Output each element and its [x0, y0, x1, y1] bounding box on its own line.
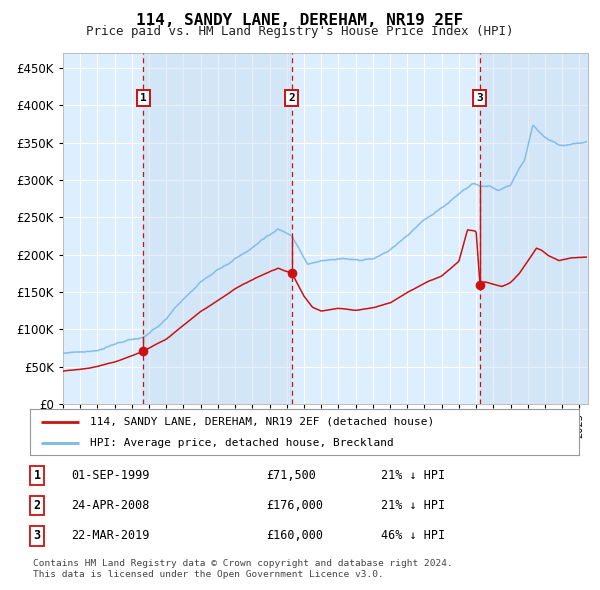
Text: 21% ↓ HPI: 21% ↓ HPI: [382, 469, 445, 482]
Text: Price paid vs. HM Land Registry's House Price Index (HPI): Price paid vs. HM Land Registry's House …: [86, 25, 514, 38]
Text: 24-APR-2008: 24-APR-2008: [71, 499, 149, 512]
Text: 1: 1: [140, 93, 147, 103]
Text: 114, SANDY LANE, DEREHAM, NR19 2EF (detached house): 114, SANDY LANE, DEREHAM, NR19 2EF (deta…: [91, 417, 434, 427]
Text: 46% ↓ HPI: 46% ↓ HPI: [382, 529, 445, 542]
Text: £160,000: £160,000: [266, 529, 323, 542]
Text: 21% ↓ HPI: 21% ↓ HPI: [382, 499, 445, 512]
Text: 3: 3: [34, 529, 41, 542]
Text: Contains HM Land Registry data © Crown copyright and database right 2024.
This d: Contains HM Land Registry data © Crown c…: [33, 559, 453, 579]
Text: £71,500: £71,500: [266, 469, 316, 482]
Text: 2: 2: [34, 499, 41, 512]
Text: 1: 1: [34, 469, 41, 482]
Bar: [143, 53, 292, 404]
Text: 2: 2: [289, 93, 295, 103]
Text: 3: 3: [476, 93, 483, 103]
Text: £176,000: £176,000: [266, 499, 323, 512]
Bar: [480, 53, 588, 404]
Text: 114, SANDY LANE, DEREHAM, NR19 2EF: 114, SANDY LANE, DEREHAM, NR19 2EF: [136, 13, 464, 28]
Text: HPI: Average price, detached house, Breckland: HPI: Average price, detached house, Brec…: [91, 438, 394, 448]
Text: 01-SEP-1999: 01-SEP-1999: [71, 469, 149, 482]
Text: 22-MAR-2019: 22-MAR-2019: [71, 529, 149, 542]
